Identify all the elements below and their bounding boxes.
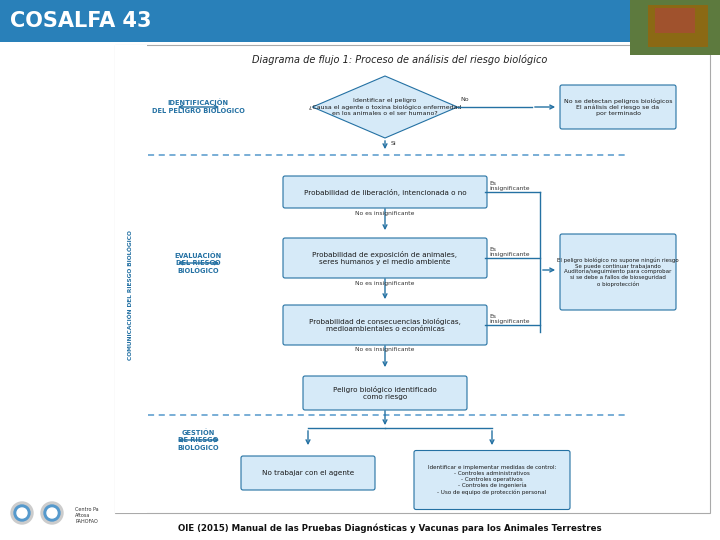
- Text: Probabilidad de liberación, intencionada o no: Probabilidad de liberación, intencionada…: [304, 188, 467, 195]
- Text: IDENTIFICACIÓN
DEL PELIGRO BIOLÓGICO: IDENTIFICACIÓN DEL PELIGRO BIOLÓGICO: [152, 100, 244, 114]
- Circle shape: [41, 502, 63, 524]
- FancyBboxPatch shape: [241, 456, 375, 490]
- Circle shape: [44, 505, 60, 521]
- Bar: [630, 0, 720, 55]
- Circle shape: [11, 502, 33, 524]
- Text: No trabajar con el agente: No trabajar con el agente: [262, 470, 354, 476]
- Text: Centro Pa
Aftosa
PAHOFAO: Centro Pa Aftosa PAHOFAO: [75, 507, 99, 524]
- Text: No es insignificante: No es insignificante: [355, 280, 415, 286]
- Text: COMUNICACIÓN DEL RIESGO BIOLÓGICO: COMUNICACIÓN DEL RIESGO BIOLÓGICO: [127, 230, 132, 360]
- Bar: [0, 0, 720, 42]
- FancyBboxPatch shape: [560, 234, 676, 310]
- Text: El peligro biológico no supone ningún riesgo
Se puede continuar trabajando
Audit: El peligro biológico no supone ningún ri…: [557, 258, 679, 287]
- Bar: [115, 45, 710, 513]
- Circle shape: [14, 505, 30, 521]
- Bar: [648, 5, 708, 47]
- Text: No es insignificante: No es insignificante: [355, 212, 415, 217]
- Text: OIE (2015) Manual de las Pruebas Diagnósticas y Vacunas para los Animales Terres: OIE (2015) Manual de las Pruebas Diagnós…: [178, 523, 602, 533]
- Text: Es
insignificante: Es insignificante: [489, 247, 529, 258]
- FancyBboxPatch shape: [283, 305, 487, 345]
- Circle shape: [17, 508, 27, 518]
- Text: EVALUACIÓN
DEL RIESGO
BIOLÓGICO: EVALUACIÓN DEL RIESGO BIOLÓGICO: [174, 252, 222, 274]
- FancyBboxPatch shape: [560, 85, 676, 129]
- Text: COSALFA 43: COSALFA 43: [10, 11, 151, 31]
- Text: GESTIÓN
DE RIESGO
BIOLÓGICO: GESTIÓN DE RIESGO BIOLÓGICO: [177, 429, 219, 450]
- Text: Diagrama de flujo 1: Proceso de análisis del riesgo biológico: Diagrama de flujo 1: Proceso de análisis…: [252, 55, 548, 65]
- Text: Es
insignificante: Es insignificante: [489, 314, 529, 325]
- FancyBboxPatch shape: [303, 376, 467, 410]
- Text: Identificar el peligro
¿Causa el agente o toxina biológico enfermedad
en los ani: Identificar el peligro ¿Causa el agente …: [309, 98, 462, 116]
- Text: Si: Si: [391, 141, 397, 146]
- Text: Peligro biológico identificado
como riesgo: Peligro biológico identificado como ries…: [333, 386, 437, 400]
- Text: No se detectan peligros biológicos
El análisis del riesgo se da
por terminado: No se detectan peligros biológicos El an…: [564, 98, 672, 116]
- Bar: [115, 45, 147, 513]
- Text: Probabilidad de consecuencias biológicas,
medioambientales o económicas: Probabilidad de consecuencias biológicas…: [309, 318, 461, 332]
- Text: Identificar e implementar medidas de control:
- Controles administrativos
- Cont: Identificar e implementar medidas de con…: [428, 465, 556, 495]
- Text: No es insignificante: No es insignificante: [355, 348, 415, 353]
- FancyBboxPatch shape: [283, 238, 487, 278]
- FancyBboxPatch shape: [283, 176, 487, 208]
- Text: Probabilidad de exposición de animales,
seres humanos y el medio ambiente: Probabilidad de exposición de animales, …: [312, 251, 457, 265]
- Text: Es
insignificante: Es insignificante: [489, 180, 529, 191]
- Polygon shape: [312, 76, 457, 138]
- Bar: [655, 8, 695, 33]
- FancyBboxPatch shape: [414, 450, 570, 510]
- Circle shape: [47, 508, 57, 518]
- Text: No: No: [460, 97, 469, 102]
